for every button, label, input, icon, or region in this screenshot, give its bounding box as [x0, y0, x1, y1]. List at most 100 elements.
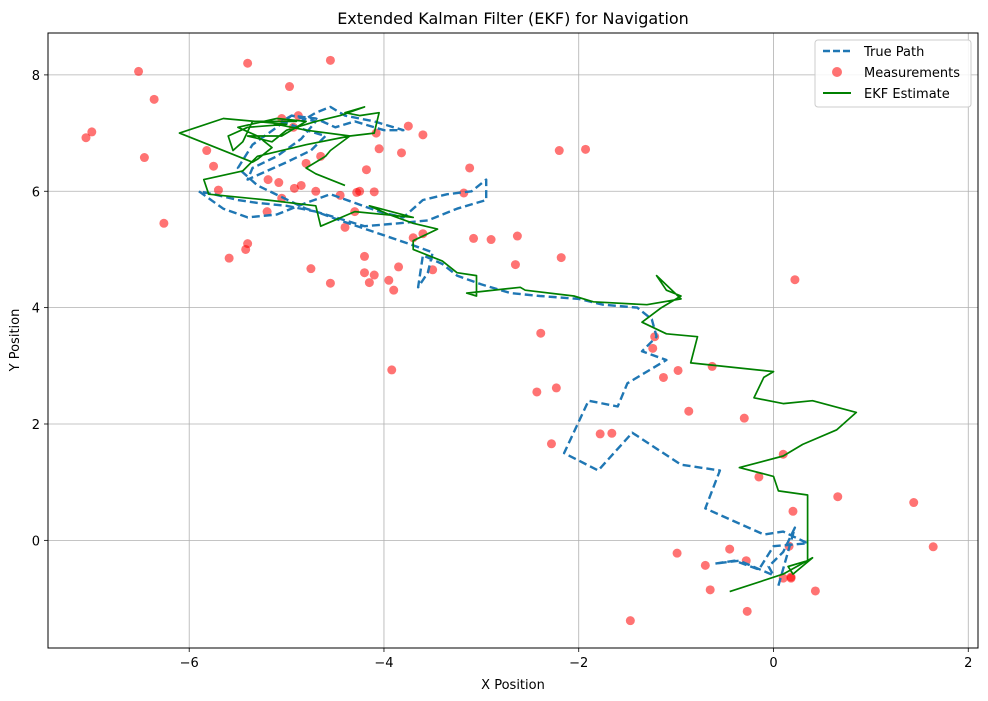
measurement-point [134, 66, 144, 76]
y-tick-label: 8 [32, 69, 40, 84]
legend-measurements-swatch [832, 67, 842, 77]
legend-box [814, 39, 972, 108]
measurement-point [159, 218, 169, 228]
axis-ticks: −6 −4 −2 0 2 0 2 4 6 8 [32, 69, 973, 671]
measurement-point [81, 133, 91, 143]
measurement-point [754, 472, 764, 482]
measurement-point [359, 251, 369, 261]
measurement-point [556, 253, 566, 263]
measurement-point [810, 586, 820, 596]
measurement-point [833, 492, 843, 502]
legend: True Path Measurements EKF Estimate [814, 39, 972, 108]
measurement-point [739, 413, 749, 423]
measurement-point [213, 185, 223, 195]
measurement-point [512, 231, 522, 241]
measurement-point [403, 121, 413, 131]
x-tick-label: −6 [180, 656, 199, 671]
measurement-point [707, 361, 717, 371]
measurement-point [486, 235, 496, 245]
measurement-point [418, 130, 428, 140]
measurement-point [325, 278, 335, 288]
series-ekf-estimate-line [178, 106, 858, 593]
measurement-point [384, 275, 394, 285]
measurement-point [607, 428, 617, 438]
measurement-point [369, 187, 379, 197]
measurement-point [262, 207, 272, 217]
plot-series [81, 55, 938, 626]
measurement-point [263, 175, 273, 185]
measurement-point [241, 244, 251, 254]
measurement-point [306, 264, 316, 274]
measurement-point [554, 146, 564, 156]
y-tick-label: 2 [32, 418, 40, 433]
measurement-point [87, 127, 97, 137]
measurement-point [359, 268, 369, 278]
measurement-point [394, 262, 404, 272]
chart-title: Extended Kalman Filter (EKF) for Navigat… [337, 9, 689, 28]
measurement-point [428, 265, 438, 275]
measurement-point [325, 55, 335, 65]
measurement-point [418, 229, 428, 239]
measurement-point [595, 429, 605, 439]
measurement-point [296, 180, 306, 190]
measurement-point [684, 406, 694, 416]
measurement-point [551, 383, 561, 393]
x-tick-label: 0 [769, 656, 777, 671]
measurement-point [581, 144, 591, 154]
legend-true-path-label: True Path [863, 45, 924, 60]
series-true-path-line [197, 105, 809, 587]
measurement-point [928, 542, 938, 552]
measurement-point [658, 372, 668, 382]
measurement-point [352, 187, 362, 197]
measurement-point [700, 560, 710, 570]
measurement-point [725, 544, 735, 554]
measurement-point [374, 144, 384, 154]
measurement-point [625, 616, 635, 626]
measurement-point [786, 573, 796, 583]
measurement-point [705, 585, 715, 595]
measurement-point [532, 387, 542, 397]
legend-ekf-label: EKF Estimate [864, 87, 950, 102]
x-axis-label: X Position [481, 678, 545, 693]
plot-frame [47, 32, 979, 649]
measurement-point [139, 153, 149, 163]
x-tick-label: 2 [964, 656, 972, 671]
measurement-point [289, 183, 299, 193]
measurement-point [536, 328, 546, 338]
measurement-point [546, 439, 556, 449]
measurement-point [909, 498, 919, 508]
x-tick-label: −4 [374, 656, 393, 671]
measurement-point [387, 365, 397, 375]
measurement-point [301, 158, 311, 168]
measurement-point [224, 253, 234, 263]
y-tick-label: 4 [32, 302, 40, 317]
measurement-point [465, 163, 475, 173]
y-tick-label: 6 [32, 185, 40, 200]
measurement-point [673, 365, 683, 375]
measurement-point [274, 178, 284, 188]
measurement-point [790, 275, 800, 285]
legend-measurements-label: Measurements [864, 66, 960, 81]
measurement-point [742, 606, 752, 616]
measurement-point [149, 94, 159, 104]
measurement-point [364, 278, 374, 288]
measurement-point [396, 148, 406, 158]
measurement-point [202, 146, 212, 156]
measurement-point [243, 58, 253, 68]
measurement-point [510, 260, 520, 270]
measurement-point [209, 161, 219, 171]
measurement-point [788, 506, 798, 516]
measurement-point [389, 285, 399, 295]
measurement-point [311, 186, 321, 196]
y-axis-label: Y Position [8, 309, 23, 373]
measurement-point [469, 233, 479, 243]
measurement-point [285, 82, 295, 92]
x-tick-label: −2 [569, 656, 588, 671]
measurement-point [672, 548, 682, 558]
y-tick-label: 0 [32, 534, 40, 549]
measurement-point [369, 270, 379, 280]
series-measurements [81, 55, 938, 626]
measurement-point [361, 165, 371, 175]
